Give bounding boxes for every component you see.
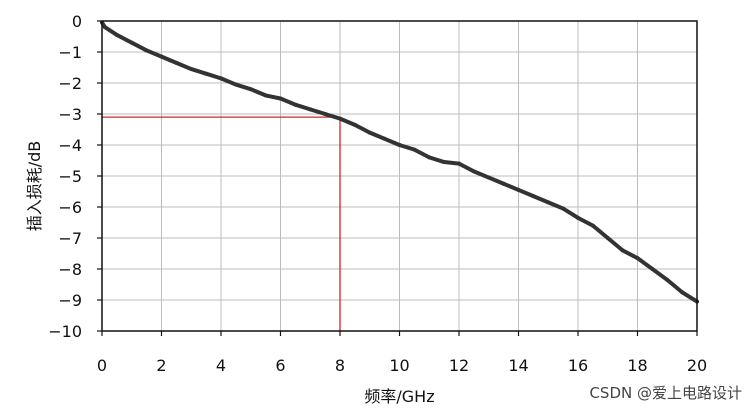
data-point xyxy=(189,67,194,72)
data-point xyxy=(293,102,298,107)
y-tick-label: 0 xyxy=(72,12,82,31)
data-point xyxy=(665,277,670,282)
data-point xyxy=(605,236,610,240)
watermark: CSDN @爱上电路设计 xyxy=(589,384,742,402)
y-tick-label: −10 xyxy=(48,322,82,341)
y-tick-label: −7 xyxy=(58,229,82,248)
data-point xyxy=(129,40,134,45)
data-point xyxy=(248,87,253,92)
data-point xyxy=(204,71,209,76)
y-tick-label: −1 xyxy=(58,43,82,62)
data-point xyxy=(412,147,417,152)
data-point xyxy=(590,223,595,228)
x-axis-label: 频率/GHz xyxy=(364,387,434,406)
data-point xyxy=(442,160,447,165)
data-point xyxy=(144,48,149,53)
y-tick-label: −2 xyxy=(58,74,82,93)
data-point xyxy=(219,76,223,81)
x-tick-label: 18 xyxy=(627,356,647,375)
data-point xyxy=(233,82,238,87)
x-tick-label: 10 xyxy=(389,356,409,375)
data-point xyxy=(471,169,476,174)
data-point xyxy=(620,248,625,253)
y-tick-label: −6 xyxy=(58,198,82,217)
data-point xyxy=(427,155,432,160)
data-point xyxy=(263,93,268,98)
tick-labels: 0 2 4 6 8 10 12 14 16 18 20 0 −1 −2 −3 −4 −5 −6 −7 −8 −9 −10 xyxy=(48,12,707,375)
data-point xyxy=(278,96,283,101)
data-point xyxy=(516,187,521,192)
data-point xyxy=(114,32,119,37)
data-point xyxy=(501,181,506,186)
data-point xyxy=(486,175,491,180)
data-point xyxy=(635,256,640,261)
x-tick-label: 4 xyxy=(216,356,226,375)
data-point xyxy=(174,60,179,65)
y-tick-label: −8 xyxy=(58,260,82,279)
y-tick-label: −3 xyxy=(58,105,82,124)
annotation-group xyxy=(102,116,341,331)
x-tick-label: 14 xyxy=(508,356,528,375)
y-axis-label: 插入损耗/dB xyxy=(25,141,44,232)
x-tick-label: 6 xyxy=(275,356,285,375)
data-point xyxy=(457,161,461,166)
x-tick-label: 20 xyxy=(687,356,707,375)
data-point xyxy=(397,143,402,147)
data-point xyxy=(323,112,328,116)
y-tick-label: −5 xyxy=(58,167,82,186)
data-point xyxy=(352,122,357,127)
data-point xyxy=(680,290,685,295)
data-point xyxy=(576,215,580,220)
data-point xyxy=(102,25,107,30)
data-point xyxy=(159,54,164,59)
data-point xyxy=(382,136,387,141)
x-tick-label: 0 xyxy=(97,356,107,375)
data-point xyxy=(367,130,372,135)
data-point xyxy=(338,116,342,121)
data-point xyxy=(561,206,566,211)
series-line xyxy=(100,20,699,304)
series-group xyxy=(100,20,699,304)
x-tick-label: 12 xyxy=(449,356,469,375)
data-point xyxy=(308,107,313,112)
y-tick-label: −4 xyxy=(58,136,82,155)
x-tick-label: 16 xyxy=(568,356,588,375)
x-tick-label: 2 xyxy=(156,356,166,375)
y-tick-label: −9 xyxy=(58,291,82,310)
data-point xyxy=(546,200,551,205)
data-point xyxy=(650,267,655,271)
x-tick-label: 8 xyxy=(335,356,345,375)
data-point xyxy=(531,194,536,199)
